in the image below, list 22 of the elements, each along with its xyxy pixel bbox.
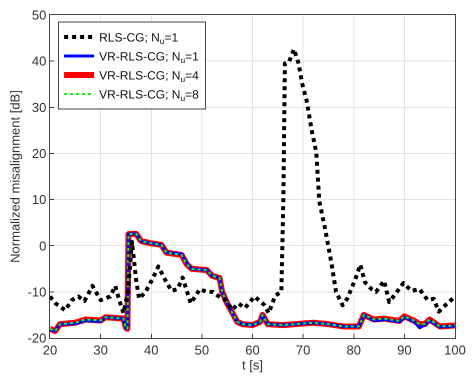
y-tick-label: 20 bbox=[32, 146, 46, 161]
legend-label: VR-RLS-CG; N$_{u}$=8 bbox=[99, 88, 200, 104]
x-tick-label: 40 bbox=[144, 342, 158, 358]
y-tick-label: 0 bbox=[39, 238, 46, 254]
x-axis-title: t [s] bbox=[242, 358, 263, 373]
x-tick-label: 90 bbox=[397, 342, 412, 358]
x-tick-label: 50 bbox=[194, 342, 210, 358]
legend-label: RLS-CG; N$_{u}$=1 bbox=[99, 30, 178, 46]
legend-label: VR-RLS-CG; N$_{u}$=1 bbox=[99, 50, 200, 66]
y-tick-label: 10 bbox=[32, 192, 46, 208]
y-axis-title: Normalized misalignment [dB] bbox=[8, 90, 23, 263]
y-tick-label: -10 bbox=[28, 284, 46, 300]
x-tick-label: 30 bbox=[93, 342, 108, 358]
y-tick-label: 30 bbox=[32, 100, 46, 115]
y-tick-label: 50 bbox=[32, 8, 46, 23]
y-tick-label: 40 bbox=[32, 54, 46, 69]
x-tick-label: 70 bbox=[296, 342, 310, 358]
x-tick-label: 80 bbox=[346, 342, 361, 358]
x-tick-label: 100 bbox=[444, 342, 466, 358]
line-series bbox=[50, 47, 455, 316]
x-tick-label: 60 bbox=[245, 342, 260, 358]
legend-label: VR-RLS-CG; N$_{u}$=4 bbox=[99, 68, 200, 84]
